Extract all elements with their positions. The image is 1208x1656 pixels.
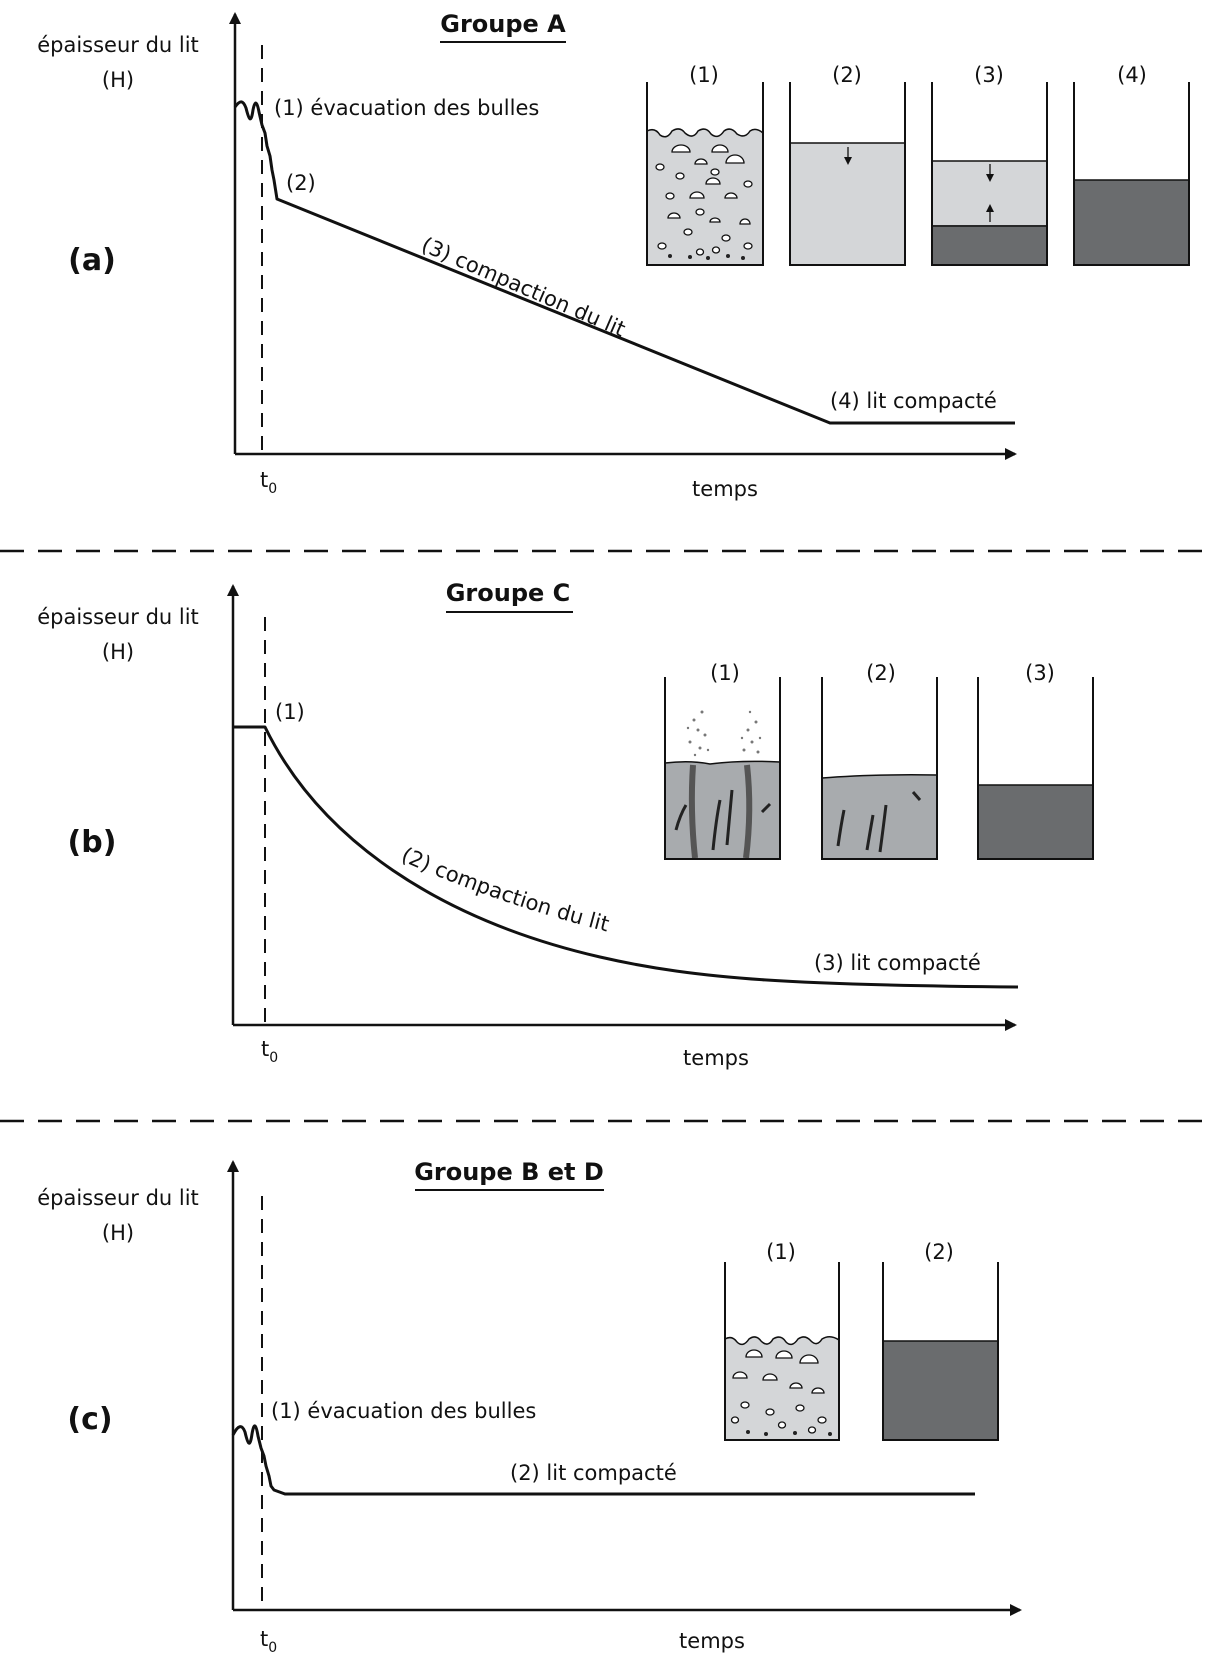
beaker-label: (1): [766, 1240, 796, 1264]
panel-a-beaker-3: (3): [931, 63, 1048, 266]
panel-b-label-1: (1): [275, 700, 305, 724]
panel-a-label-bubbles: (1) évacuation des bulles: [274, 96, 539, 120]
panel-c-t0-label: t0: [260, 1627, 277, 1656]
panel-c-label-compacted: (2) lit compacté: [510, 1461, 677, 1485]
panel-c-beaker-2: (2): [882, 1240, 999, 1441]
panel-a-beaker-2: (2): [789, 63, 906, 266]
panel-a-label-compacted: (4) lit compacté: [830, 389, 997, 413]
beaker-label: (3): [1025, 661, 1055, 685]
panel-c-label: (c): [67, 1402, 112, 1437]
panel-b-curve: [233, 725, 1019, 989]
beaker-label: (2): [866, 661, 896, 685]
panel-a-beaker-1: (1): [646, 63, 764, 266]
panel-a: Groupe A épaisseur du lit (H) (a) t0 tem…: [37, 10, 1190, 501]
panel-b-y-axis-label: épaisseur du lit: [37, 605, 199, 629]
panel-b-beaker-1: (1): [664, 661, 781, 860]
panel-b-beaker-2: (2): [821, 661, 938, 860]
beaker-label: (3): [974, 63, 1004, 87]
panel-b-label-compacted: (3) lit compacté: [814, 951, 981, 975]
panel-a-t0-label: t0: [260, 468, 277, 497]
beaker-label: (4): [1117, 63, 1147, 87]
panel-b-x-axis-label: temps: [683, 1046, 749, 1070]
panel-b-y-axis-unit: (H): [102, 640, 134, 664]
panel-c-beaker-1: (1): [724, 1240, 840, 1441]
beaker-label: (1): [710, 661, 740, 685]
panel-a-label-2: (2): [286, 171, 316, 195]
panel-a-label-compaction: (3) compaction du lit: [418, 233, 629, 342]
panel-b-label: (b): [68, 825, 117, 860]
panel-a-beaker-4: (4): [1073, 63, 1190, 266]
panel-c-title: Groupe B et D: [414, 1158, 604, 1186]
panel-b-title: Groupe C: [446, 579, 571, 607]
panel-c-curve: [231, 1424, 975, 1496]
panel-b-label-compaction: (2) compaction du lit: [398, 843, 612, 937]
panel-b-t0-label: t0: [261, 1037, 278, 1066]
bubbles: [655, 144, 753, 260]
panel-b-beaker-3: (3): [977, 661, 1094, 860]
panel-a-title: Groupe A: [440, 10, 566, 38]
beaker-label: (2): [832, 63, 862, 87]
panel-c-label-bubbles: (1) évacuation des bulles: [271, 1399, 536, 1423]
panel-c-y-axis-unit: (H): [102, 1221, 134, 1245]
beaker-label: (1): [689, 63, 719, 87]
bubbles: [730, 1349, 832, 1436]
panel-b: Groupe C épaisseur du lit (H) (b) t0 tem…: [37, 579, 1094, 1070]
panel-a-curve: [233, 100, 1015, 425]
panel-c: Groupe B et D épaisseur du lit (H) (c) t…: [37, 1158, 1022, 1656]
panel-a-y-axis-unit: (H): [102, 68, 134, 92]
spray: [686, 710, 762, 757]
panel-a-label: (a): [68, 243, 116, 278]
panel-c-x-axis-label: temps: [679, 1629, 745, 1653]
panel-c-y-axis-label: épaisseur du lit: [37, 1186, 199, 1210]
beaker-label: (2): [924, 1240, 954, 1264]
panel-a-y-axis-label: épaisseur du lit: [37, 33, 199, 57]
panel-a-x-axis-label: temps: [692, 477, 758, 501]
